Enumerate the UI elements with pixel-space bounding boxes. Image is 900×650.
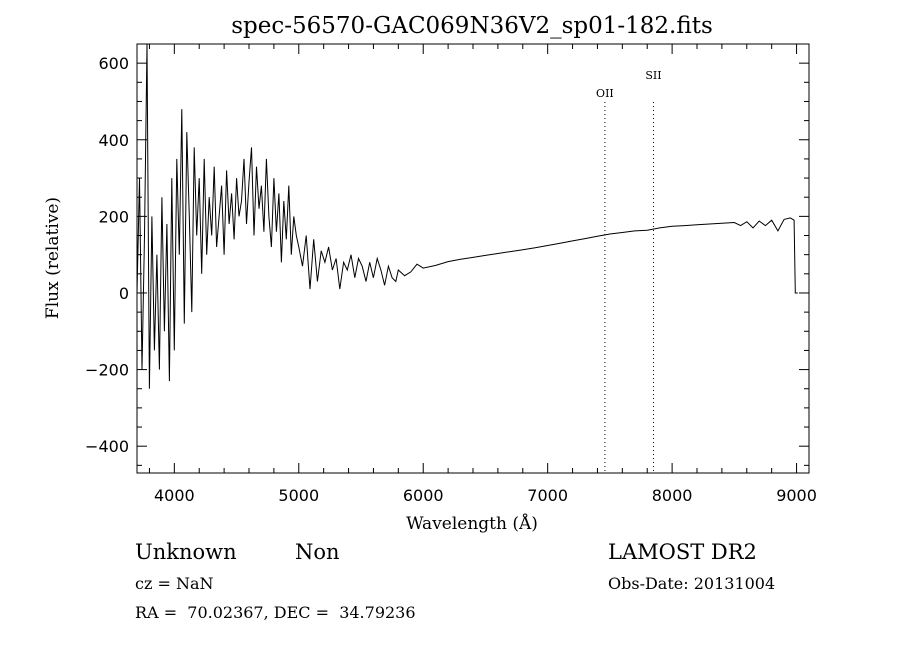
y-tick-label: 0 (119, 284, 129, 303)
y-tick-label: 400 (98, 131, 129, 150)
obs-date: Obs-Date: 20131004 (608, 574, 776, 593)
object-class: Unknown (135, 540, 237, 564)
marker-label: SII (645, 69, 661, 82)
chart-title: spec-56570-GAC069N36V2_sp01-182.fits (231, 13, 713, 39)
y-tick-label: −400 (85, 437, 129, 456)
x-tick-label: 6000 (403, 486, 444, 505)
x-axis-label: Wavelength (Å) (406, 513, 538, 534)
y-axis-label: Flux (relative) (43, 197, 63, 319)
x-axis: 4000 5000 6000 7000 8000 9000 (148, 44, 817, 505)
coordinates: RA = 70.02367, DEC = 34.79236 (135, 603, 416, 622)
object-subclass: Non (295, 540, 340, 564)
y-axis: −400 −200 0 200 400 600 (85, 43, 809, 466)
x-tick-label: 4000 (154, 486, 195, 505)
line-markers: OII SII (596, 69, 662, 473)
redshift-label: cz = NaN (135, 574, 214, 593)
x-tick-label: 9000 (776, 486, 817, 505)
plot-frame (136, 43, 810, 474)
x-tick-label: 5000 (278, 486, 319, 505)
survey-name: LAMOST DR2 (608, 540, 757, 564)
y-tick-label: 600 (98, 54, 129, 73)
x-tick-label: 8000 (652, 486, 693, 505)
marker-label: OII (596, 87, 614, 100)
spectrum-line (136, 43, 798, 389)
y-tick-label: −200 (85, 361, 129, 380)
x-tick-label: 7000 (527, 486, 568, 505)
y-tick-label: 200 (98, 207, 129, 226)
